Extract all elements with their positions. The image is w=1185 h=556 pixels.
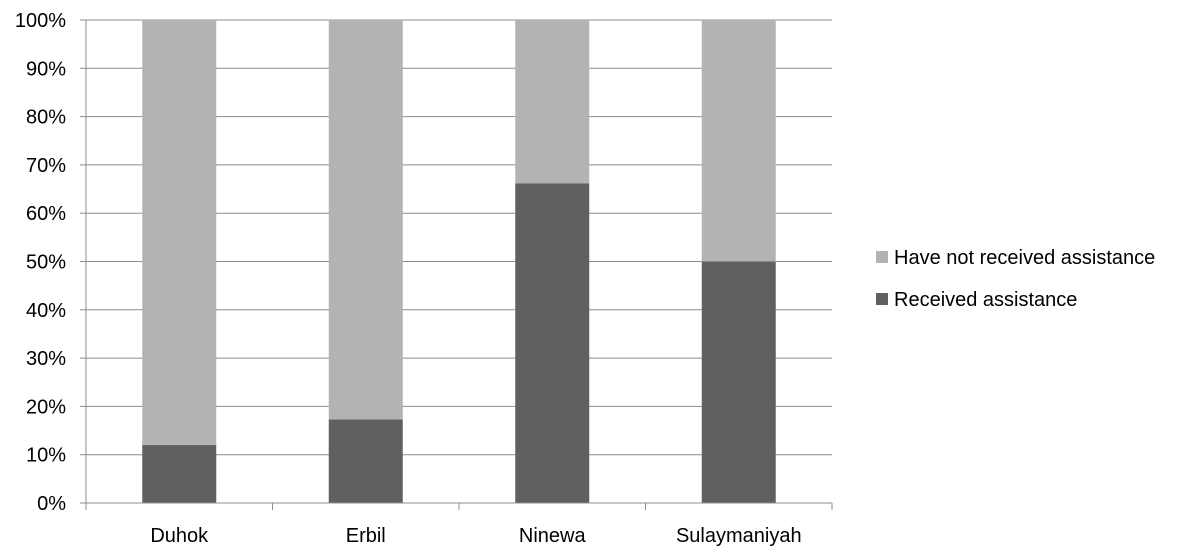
y-tick-label: 40%	[26, 300, 66, 322]
bar-segment	[142, 445, 217, 503]
x-tick-label: Duhok	[150, 525, 209, 547]
bar-segment	[328, 419, 403, 503]
y-tick-label: 30%	[26, 348, 66, 370]
y-tick-label: 100%	[15, 10, 66, 32]
legend-swatch	[876, 251, 888, 263]
y-tick-label: 0%	[37, 493, 66, 515]
y-tick-labels: 0% 10% 20% 30% 40% 50% 60% 70% 80% 90% 100%	[15, 10, 66, 515]
y-tick-label: 80%	[26, 107, 66, 129]
y-tick-label: 70%	[26, 155, 66, 177]
x-tick-label: Erbil	[346, 525, 386, 547]
bar-segment	[515, 183, 590, 503]
legend-label: Received assistance	[894, 289, 1077, 311]
legend-label: Have not received assistance	[894, 247, 1155, 269]
legend: Have not received assistance Received ass…	[876, 247, 1155, 311]
y-tick-label: 10%	[26, 445, 66, 467]
y-tick-label: 20%	[26, 396, 66, 418]
bar-segment	[515, 20, 590, 184]
bar-segment	[142, 20, 217, 446]
x-tick-labels: Duhok Erbil Ninewa Sulaymaniyah	[150, 525, 801, 547]
y-tick-label: 90%	[26, 58, 66, 80]
y-tick-label: 50%	[26, 252, 66, 274]
legend-swatch	[876, 293, 888, 305]
bar-segment	[328, 20, 403, 420]
bar-segment	[701, 20, 776, 262]
y-tick-label: 60%	[26, 203, 66, 225]
x-tick-label: Ninewa	[519, 525, 587, 547]
x-tick-label: Sulaymaniyah	[676, 525, 802, 547]
bar-segment	[701, 261, 776, 503]
bars	[142, 20, 776, 503]
axes	[80, 19, 833, 510]
